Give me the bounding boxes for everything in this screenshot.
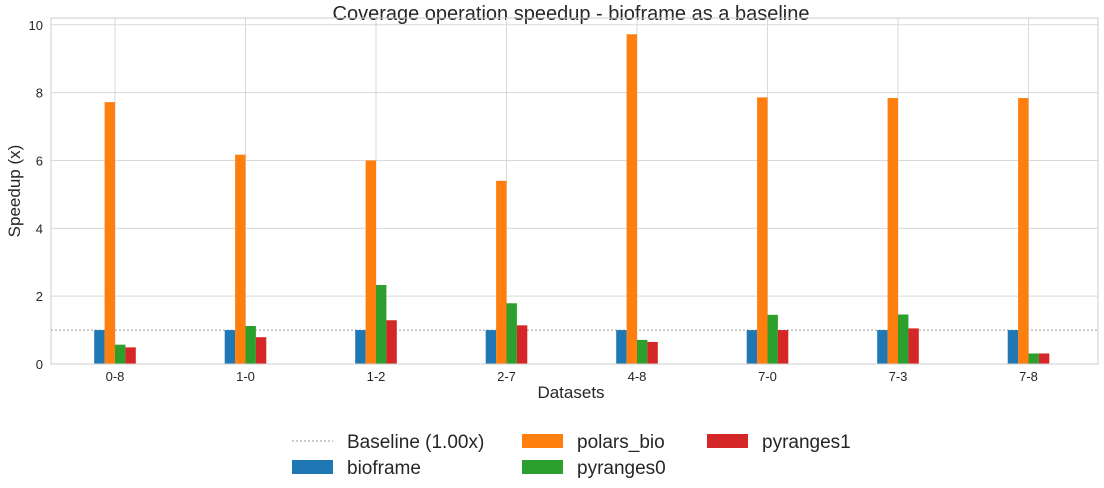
x-tick-label: 1-2: [367, 369, 386, 384]
x-tick-label: 0-8: [106, 369, 125, 384]
legend: Baseline (1.00x)bioframepolars_biopyrang…: [292, 432, 851, 479]
bar-pyranges1-7-8: [1038, 353, 1050, 364]
legend-item-polars_bio: polars_bio: [522, 432, 665, 453]
legend-swatch: [292, 460, 333, 474]
legend-swatch: [522, 434, 563, 448]
bar-pyranges1-2-7: [516, 325, 528, 364]
bar-pyranges1-7-0: [777, 330, 789, 364]
bar-bioframe-4-8: [616, 330, 627, 364]
x-tick-label: 7-3: [889, 369, 908, 384]
legend-swatch: [707, 434, 748, 448]
bar-pyranges1-1-2: [386, 320, 397, 364]
legend-label: Baseline (1.00x): [347, 432, 484, 453]
legend-item-pyranges1: pyranges1: [707, 432, 851, 453]
bar-polars_bio-2-7: [496, 180, 507, 364]
bar-pyranges0-1-0: [245, 326, 256, 364]
bar-pyranges1-1-0: [255, 337, 267, 364]
y-tick-label: 10: [29, 18, 43, 33]
x-tick-label: 7-8: [1019, 369, 1038, 384]
bar-polars_bio-7-3: [887, 98, 898, 364]
bar-pyranges1-0-8: [125, 347, 136, 364]
y-tick-label: 8: [36, 86, 43, 101]
y-tick-label: 4: [36, 221, 43, 236]
x-tick-label: 4-8: [628, 369, 647, 384]
bar-pyranges0-2-7: [506, 303, 517, 364]
legend-label: pyranges1: [762, 432, 851, 453]
x-axis-label: Datasets: [537, 383, 604, 402]
bar-polars_bio-7-0: [757, 97, 768, 365]
bar-pyranges0-7-3: [898, 314, 909, 364]
y-tick-label: 6: [36, 153, 43, 168]
y-tick-label: 0: [36, 357, 43, 372]
grid: [51, 18, 1098, 365]
bars: [94, 34, 1050, 365]
legend-item-baseline: Baseline (1.00x): [292, 432, 484, 453]
bar-polars_bio-1-2: [365, 160, 376, 364]
legend-label: bioframe: [347, 458, 421, 479]
x-tick-label: 7-0: [758, 369, 777, 384]
x-tick-label: 2-7: [497, 369, 516, 384]
bar-pyranges0-0-8: [115, 344, 126, 364]
bar-polars_bio-4-8: [626, 34, 637, 365]
plot-frame: [50, 17, 1099, 365]
legend-item-pyranges0: pyranges0: [522, 458, 666, 479]
bar-pyranges0-4-8: [637, 339, 648, 364]
x-tick-label: 1-0: [236, 369, 255, 384]
legend-item-bioframe: bioframe: [292, 458, 421, 479]
y-tick-label: 2: [36, 289, 43, 304]
bar-bioframe-7-3: [877, 330, 888, 364]
bar-bioframe-1-0: [224, 330, 236, 364]
bar-bioframe-7-0: [746, 330, 758, 364]
bar-polars_bio-7-8: [1018, 98, 1029, 364]
y-axis-label: Speedup (x): [5, 145, 24, 238]
bar-polars_bio-0-8: [104, 102, 115, 364]
bar-pyranges0-1-2: [376, 284, 387, 364]
bar-bioframe-7-8: [1007, 330, 1019, 364]
y-ticks: 0 2 4 6 8 10: [29, 18, 43, 372]
bar-bioframe-1-2: [355, 330, 366, 364]
bar-pyranges1-7-3: [908, 328, 919, 364]
legend-label: pyranges0: [577, 458, 666, 479]
legend-swatch: [522, 460, 563, 474]
bar-pyranges0-7-0: [767, 314, 778, 364]
chart-title: Coverage operation speedup - bioframe as…: [333, 3, 810, 25]
bar-bioframe-2-7: [485, 330, 497, 364]
bar-pyranges0-7-8: [1028, 353, 1039, 364]
x-ticks: 0-8 1-0 1-2 2-7 4-8 7-0 7-3 7-8: [106, 369, 1038, 384]
legend-label: polars_bio: [577, 432, 665, 453]
bar-bioframe-0-8: [94, 330, 105, 364]
bar-pyranges1-4-8: [647, 341, 658, 364]
bar-polars_bio-1-0: [235, 154, 246, 364]
